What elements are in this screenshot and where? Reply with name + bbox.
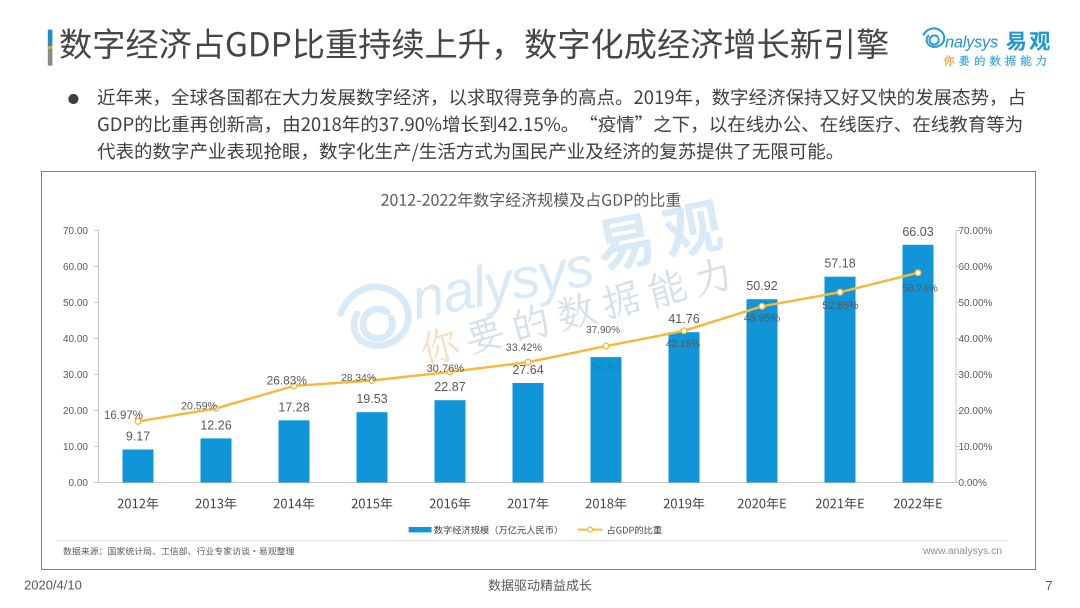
- svg-text:50.92: 50.92: [746, 279, 777, 293]
- svg-text:2020/4/10: 2020/4/10: [24, 578, 82, 593]
- svg-text:28.34%: 28.34%: [341, 373, 376, 384]
- svg-text:30.00%: 30.00%: [959, 370, 993, 381]
- svg-text:10.00: 10.00: [63, 442, 88, 453]
- svg-text:26.83%: 26.83%: [267, 374, 308, 388]
- svg-text:20.59%: 20.59%: [181, 400, 218, 412]
- svg-text:19.53: 19.53: [356, 392, 387, 406]
- svg-text:7: 7: [1045, 578, 1052, 593]
- svg-text:60.00: 60.00: [63, 262, 88, 273]
- svg-text:16.97%: 16.97%: [104, 410, 143, 422]
- svg-text:9.17: 9.17: [126, 430, 150, 444]
- svg-text:27.64: 27.64: [512, 363, 543, 377]
- svg-text:58.24%: 58.24%: [902, 282, 938, 294]
- svg-text:30.76%: 30.76%: [427, 363, 465, 375]
- svg-text:52.85%: 52.85%: [822, 300, 859, 312]
- svg-text:66.03: 66.03: [902, 225, 933, 239]
- svg-text:60.00%: 60.00%: [959, 262, 993, 273]
- svg-text:70.00: 70.00: [63, 226, 88, 237]
- svg-text:33.42%: 33.42%: [506, 342, 543, 354]
- svg-text:50.00%: 50.00%: [959, 298, 993, 309]
- svg-text:0.00%: 0.00%: [959, 478, 987, 489]
- svg-text:70.00%: 70.00%: [959, 226, 993, 237]
- svg-text:40.00%: 40.00%: [959, 334, 993, 345]
- svg-text:48.95%: 48.95%: [744, 313, 781, 325]
- svg-text:10.00%: 10.00%: [959, 442, 993, 453]
- svg-text:50.00: 50.00: [63, 298, 88, 309]
- svg-text:34.84: 34.84: [591, 360, 621, 374]
- svg-text:41.76: 41.76: [668, 312, 699, 326]
- svg-text:20.00: 20.00: [63, 406, 88, 417]
- svg-text:57.18: 57.18: [824, 257, 855, 271]
- svg-text:www.analysys.cn: www.analysys.cn: [922, 546, 1002, 557]
- svg-text:30.00: 30.00: [63, 370, 88, 381]
- svg-text:40.00: 40.00: [63, 334, 88, 345]
- svg-text:37.90%: 37.90%: [586, 325, 620, 336]
- svg-text:17.28: 17.28: [278, 400, 309, 414]
- svg-text:12.26: 12.26: [200, 418, 231, 432]
- svg-text:20.00%: 20.00%: [959, 406, 993, 417]
- svg-text:42.15%: 42.15%: [666, 339, 700, 350]
- svg-text:22.87: 22.87: [434, 380, 465, 394]
- svg-text:0.00: 0.00: [69, 478, 89, 489]
- svg-text:nalysys: nalysys: [945, 34, 998, 52]
